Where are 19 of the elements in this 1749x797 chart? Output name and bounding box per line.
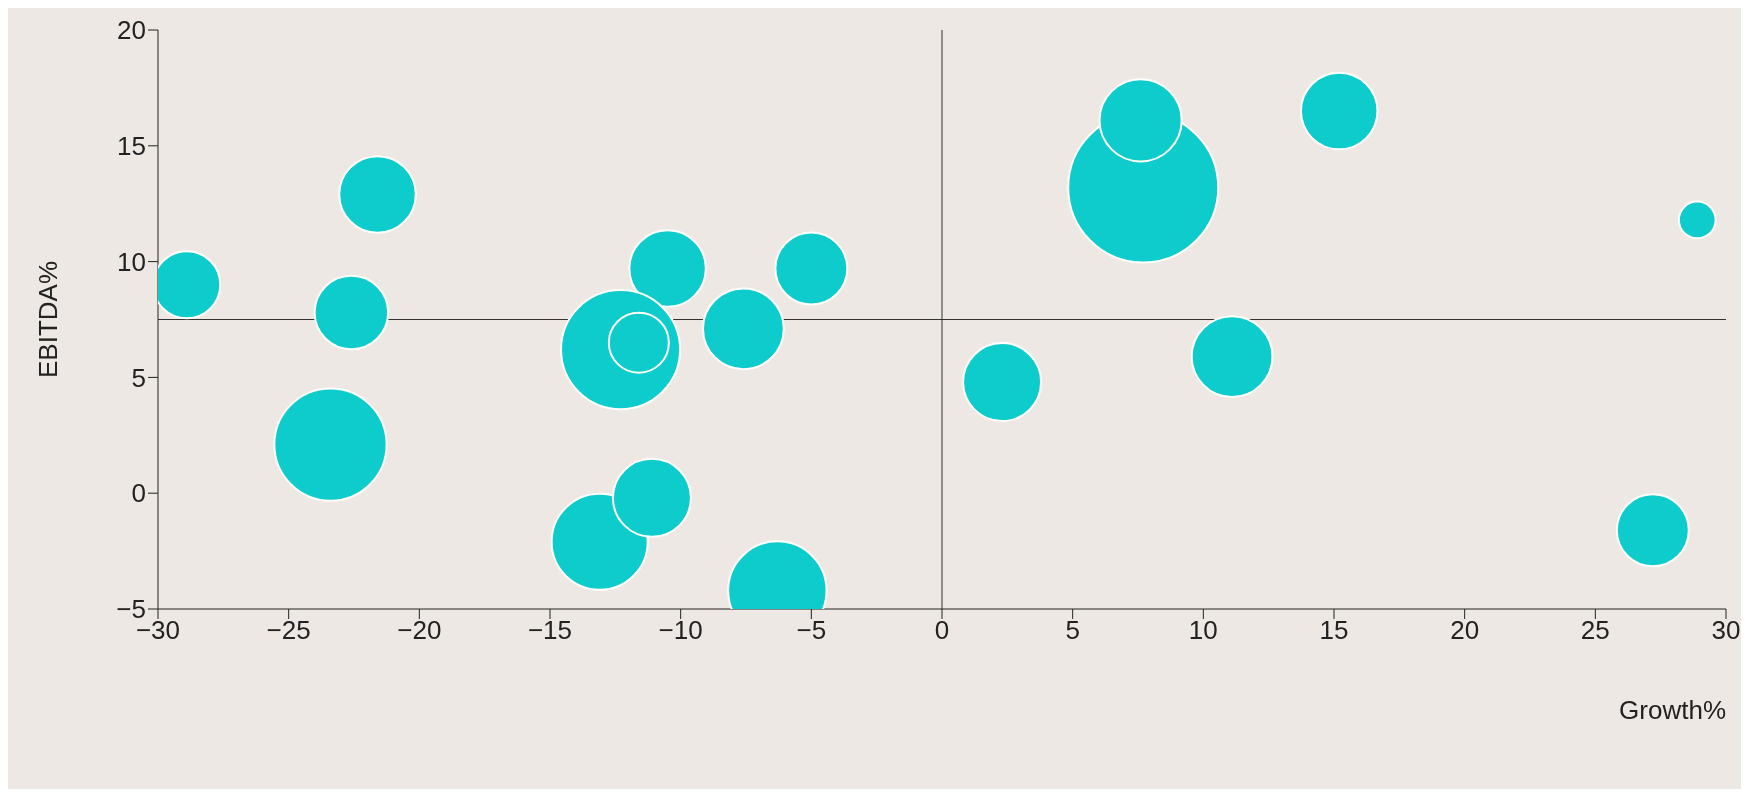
x-tick-label: 10 bbox=[1188, 615, 1218, 646]
x-tick-label: −25 bbox=[266, 615, 311, 646]
y-axis-title: EBITDA% bbox=[33, 260, 64, 379]
x-tick-label: −20 bbox=[397, 615, 442, 646]
x-tick-label: −10 bbox=[658, 615, 703, 646]
y-tick-label: 15 bbox=[117, 131, 146, 162]
y-tick-label: 0 bbox=[131, 478, 146, 509]
x-tick-label: −5 bbox=[796, 615, 827, 646]
x-tick-label: 25 bbox=[1580, 615, 1610, 646]
x-tick-label: 15 bbox=[1319, 615, 1349, 646]
x-tick-label: 0 bbox=[934, 615, 950, 646]
x-tick-label: −15 bbox=[527, 615, 573, 646]
x-tick-label: 5 bbox=[1065, 615, 1080, 646]
x-tick-label: 20 bbox=[1450, 615, 1480, 646]
y-tick-label: 5 bbox=[131, 362, 146, 393]
y-tick-label: 10 bbox=[117, 246, 146, 277]
x-tick-label: 30 bbox=[1711, 615, 1741, 646]
x-axis-title: Growth% bbox=[1619, 695, 1726, 725]
y-tick-label: 20 bbox=[117, 15, 146, 46]
